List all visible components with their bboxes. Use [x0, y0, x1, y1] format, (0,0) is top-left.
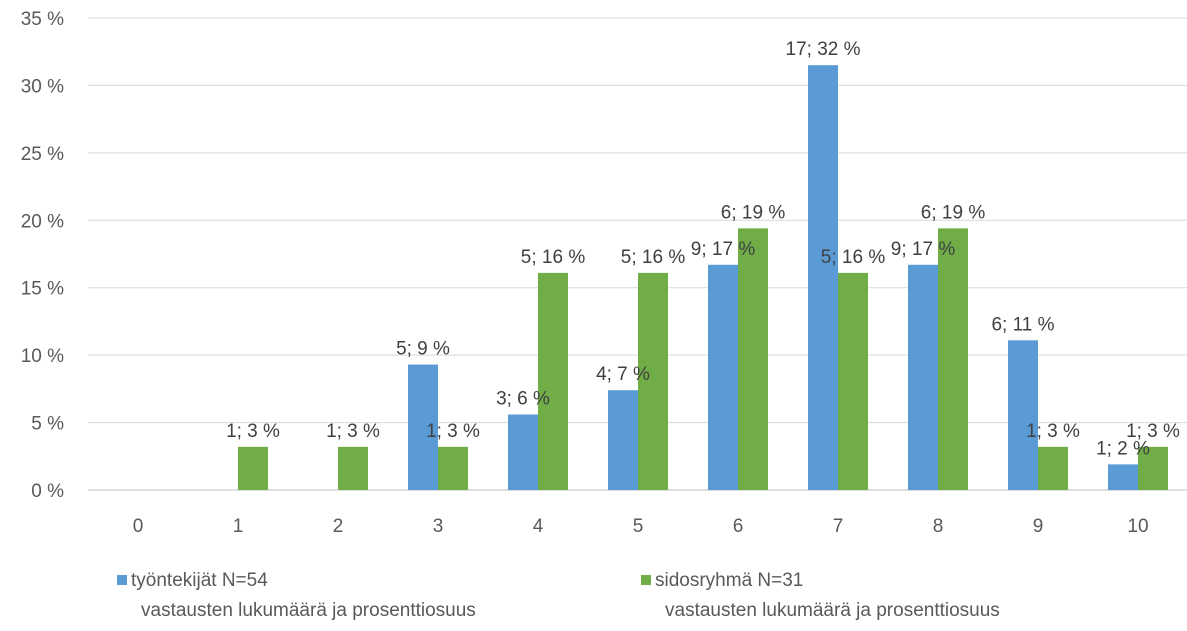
legend-sublabel-series-2: vastausten lukumäärä ja prosenttiosuus — [665, 600, 1000, 621]
bar-series-1-cat-9 — [1008, 340, 1038, 490]
x-axis-tick-labels: 0 1 2 3 4 5 6 7 8 9 10 — [133, 516, 1149, 537]
bar-series-2-cat-1 — [238, 446, 268, 490]
y-tick-label: 20 % — [21, 211, 64, 232]
y-tick-label: 35 % — [21, 9, 64, 30]
data-label-series-2: 1; 3 % — [1126, 421, 1180, 442]
bar-series-2-cat-9 — [1038, 446, 1068, 490]
data-label-series-2: 1; 3 % — [326, 421, 380, 442]
data-label-series-2: 1; 3 % — [1026, 421, 1080, 442]
data-label-series-2: 1; 3 % — [226, 421, 280, 442]
y-tick-label: 5 % — [31, 414, 64, 435]
x-tick-label: 2 — [333, 516, 344, 537]
data-label-series-2: 6; 19 % — [921, 202, 986, 223]
legend-item-series-1: työntekijät N=54 vastausten lukumäärä ja… — [117, 566, 476, 626]
bar-series-2-cat-3 — [438, 446, 468, 490]
data-label-series-2: 5; 16 % — [821, 247, 886, 268]
y-axis-tick-labels: 0 % 5 % 10 % 15 % 20 % 25 % 30 % 35 % — [21, 9, 64, 502]
bar-series-1-cat-3 — [408, 364, 438, 490]
data-labels: 5; 9 % 3; 6 % 4; 7 % 9; 17 % 17; 32 % 9; 17 %… — [226, 39, 1180, 459]
bar-series-2-cat-10 — [1138, 446, 1168, 490]
x-tick-label: 0 — [133, 516, 144, 537]
legend-swatch-series-1 — [117, 575, 127, 585]
data-label-series-1: 17; 32 % — [786, 39, 861, 60]
legend-sublabel-series-1: vastausten lukumäärä ja prosenttiosuus — [141, 600, 476, 621]
x-tick-label: 8 — [933, 516, 944, 537]
bar-chart: 0 % 5 % 10 % 15 % 20 % 25 % 30 % 35 % 0 1 2 3 4 5 6 7 8… — [21, 9, 1187, 537]
legend-label-series-2: sidosryhmä N=31 — [655, 570, 804, 591]
x-tick-label: 6 — [733, 516, 744, 537]
bar-series-1-cat-7 — [808, 65, 838, 490]
bar-series-1-cat-8 — [908, 264, 938, 490]
bars — [238, 65, 1168, 490]
data-label-series-1: 3; 6 % — [496, 388, 550, 409]
y-tick-label: 0 % — [31, 481, 64, 502]
bar-series-2-cat-2 — [338, 446, 368, 490]
data-label-series-1: 1; 2 % — [1096, 438, 1150, 459]
x-tick-label: 3 — [433, 516, 444, 537]
bar-series-1-cat-6 — [708, 264, 738, 490]
bar-series-2-cat-6 — [738, 228, 768, 490]
legend-label-series-1: työntekijät N=54 — [131, 570, 268, 591]
data-label-series-2: 5; 16 % — [521, 247, 586, 268]
x-tick-label: 1 — [233, 516, 244, 537]
y-tick-label: 10 % — [21, 346, 64, 367]
legend-item-series-2: sidosryhmä N=31 vastausten lukumäärä ja … — [641, 566, 1000, 626]
legend-swatch-series-2 — [641, 575, 651, 585]
bar-series-1-cat-10 — [1108, 464, 1138, 490]
y-tick-label: 15 % — [21, 279, 64, 300]
data-label-series-2: 5; 16 % — [621, 247, 686, 268]
data-label-series-1: 5; 9 % — [396, 339, 450, 360]
x-tick-label: 7 — [833, 516, 844, 537]
bar-series-1-cat-5 — [608, 390, 638, 490]
x-tick-label: 5 — [633, 516, 644, 537]
legend: työntekijät N=54 vastausten lukumäärä ja… — [0, 566, 1187, 631]
bar-series-2-cat-5 — [638, 272, 668, 490]
x-tick-label: 4 — [533, 516, 544, 537]
data-label-series-1: 9; 17 % — [891, 239, 956, 260]
data-label-series-1: 4; 7 % — [596, 364, 650, 385]
bar-series-2-cat-8 — [938, 228, 968, 490]
x-tick-label: 9 — [1033, 516, 1044, 537]
gridlines — [88, 17, 1187, 491]
data-label-series-2: 1; 3 % — [426, 421, 480, 442]
x-tick-label: 10 — [1127, 516, 1148, 537]
bar-series-2-cat-7 — [838, 272, 868, 490]
y-tick-label: 25 % — [21, 144, 64, 165]
bar-series-1-cat-4 — [508, 414, 538, 490]
y-tick-label: 30 % — [21, 76, 64, 97]
data-label-series-1: 9; 17 % — [691, 239, 756, 260]
data-label-series-2: 6; 19 % — [721, 202, 786, 223]
bar-series-2-cat-4 — [538, 272, 568, 490]
data-label-series-1: 6; 11 % — [991, 314, 1054, 335]
